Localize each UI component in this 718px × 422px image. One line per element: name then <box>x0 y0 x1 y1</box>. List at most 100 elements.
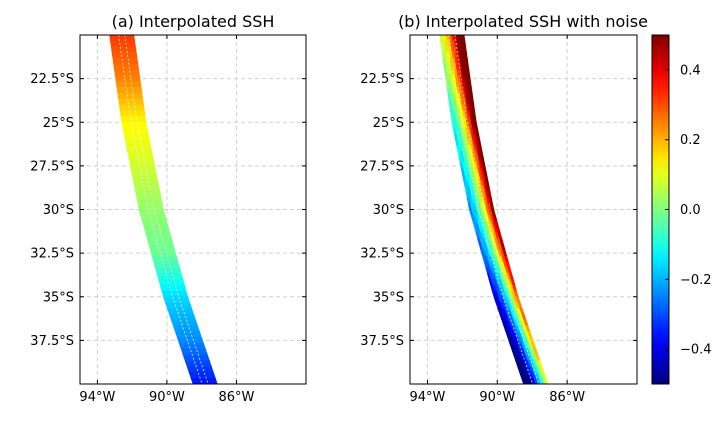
swath-cell <box>150 249 177 257</box>
y-tick-label: 32.5°S <box>360 247 404 262</box>
swath-cell <box>464 57 469 65</box>
swath-cell <box>174 331 202 338</box>
swath-cell <box>110 40 136 47</box>
colorbar-tick-label: −0.2 <box>680 273 712 288</box>
swath-cell <box>469 92 474 100</box>
y-tick-label: 35°S <box>373 290 404 305</box>
swath-cell <box>158 278 185 286</box>
swath-cell <box>543 377 549 384</box>
swath-cell <box>129 162 156 170</box>
swath-cell <box>122 127 149 135</box>
x-tick-label: 86°W <box>549 390 585 405</box>
swath-cell <box>137 203 164 210</box>
colorbar-tick-label: −0.4 <box>680 343 712 358</box>
x-tick-label: 94°W <box>410 390 446 405</box>
panel-a-swath <box>109 35 218 384</box>
swath-cell <box>182 354 210 362</box>
swath-cell <box>127 151 154 158</box>
y-tick-label: 35°S <box>43 290 74 305</box>
swath-cell <box>146 238 174 245</box>
swath-cell <box>151 255 179 263</box>
swath-cell <box>110 46 137 53</box>
swath-track-line <box>124 35 209 384</box>
swath-cell <box>180 348 208 356</box>
swath-cell <box>538 377 544 384</box>
panel-b-y-ticks: 22.5°S 25°S 27.5°S 30°S 32.5°S 35°S 37.5°S <box>360 72 637 349</box>
colorbar-ticks: 0.4 0.2 0.0 −0.2 −0.4 <box>665 63 712 358</box>
panel-a-title: (a) Interpolated SSH <box>112 12 275 31</box>
swath-cell <box>123 133 150 140</box>
y-tick-label: 30°S <box>373 203 404 218</box>
panel-b-title: (b) Interpolated SSH with noise <box>398 12 648 31</box>
swath-cell <box>188 372 216 379</box>
swath-cell <box>468 87 473 94</box>
y-tick-label: 22.5°S <box>360 72 404 87</box>
swath-cell <box>128 156 155 164</box>
swath-cell <box>117 92 144 100</box>
swath-cell <box>540 377 546 384</box>
swath-track-line <box>448 35 534 384</box>
swath-cell <box>461 35 466 42</box>
swath-cell <box>462 40 467 47</box>
y-tick-label: 27.5°S <box>360 159 404 174</box>
swath-cell <box>112 57 139 65</box>
swath-track-line <box>118 35 203 384</box>
colorbar-tick-label: 0.2 <box>680 133 701 148</box>
y-tick-label: 27.5°S <box>30 159 74 174</box>
colorbar-tick-label: 0.0 <box>680 203 701 218</box>
panel-b-x-ticks: 94°W 90°W 86°W <box>410 35 585 405</box>
swath-cell <box>525 377 532 384</box>
swath-cell <box>118 104 145 111</box>
swath-cell <box>132 180 160 187</box>
panel-b: (b) Interpolated SSH with noise 22.5°S 25… <box>360 12 648 405</box>
swath-cell <box>118 98 144 106</box>
swath-cell <box>120 116 147 123</box>
swath-track-line <box>454 35 540 384</box>
swath-cell <box>114 75 141 82</box>
colorbar-gradient <box>652 35 669 384</box>
swath-cell <box>163 296 191 303</box>
swath-cell <box>138 209 166 216</box>
swath-cell <box>156 273 184 280</box>
swath-cell <box>465 63 470 71</box>
y-tick-label: 25°S <box>373 116 404 131</box>
swath-cell <box>115 81 142 88</box>
y-tick-label: 30°S <box>43 203 74 218</box>
swath-cell <box>131 174 159 181</box>
swath-cell <box>172 325 201 332</box>
swath-cell <box>143 226 171 234</box>
swath-cell <box>148 244 176 251</box>
swath-cell <box>168 313 197 321</box>
swath-cell <box>111 52 138 59</box>
x-tick-label: 94°W <box>79 390 115 405</box>
y-tick-label: 25°S <box>43 116 74 131</box>
swath-cell <box>113 63 140 71</box>
swath-cell <box>467 81 472 88</box>
swath-cell <box>114 69 140 77</box>
swath-cell <box>153 261 181 268</box>
swath-cell <box>178 342 206 350</box>
swath-cell <box>470 98 475 106</box>
swath-cell <box>140 215 168 222</box>
swath-cell <box>533 377 539 384</box>
swath-cell <box>134 185 161 193</box>
swath-cell <box>530 377 537 384</box>
x-tick-label: 86°W <box>219 390 255 405</box>
swath-cell <box>166 308 195 315</box>
swath-cell <box>135 191 162 199</box>
colorbar-tick-label: 0.4 <box>680 63 701 78</box>
swath-cell <box>184 360 212 367</box>
y-tick-label: 37.5°S <box>360 334 404 349</box>
swath-cell <box>116 87 143 94</box>
x-tick-label: 90°W <box>479 390 515 405</box>
swath-cell <box>471 110 476 117</box>
swath-cell <box>472 116 477 123</box>
swath-cell <box>154 267 182 274</box>
swath-cell <box>186 366 214 373</box>
swath-cell <box>523 377 529 384</box>
swath-cell <box>535 377 541 384</box>
swath-cell <box>165 302 193 309</box>
swath-cell <box>466 69 471 77</box>
swath-cell <box>119 110 146 117</box>
